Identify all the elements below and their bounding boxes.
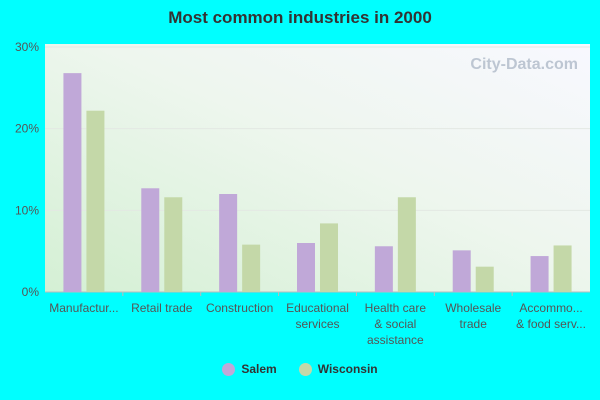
x-tick-label: Retail trade [131, 301, 193, 315]
x-tick-label: Accommo... [519, 301, 582, 315]
legend-label: Salem [241, 362, 277, 376]
x-tick-label: Health care [365, 301, 427, 315]
legend: Salem Wisconsin [0, 362, 600, 376]
bar-wisconsin [242, 244, 261, 292]
legend-item-salem: Salem [222, 362, 277, 376]
y-tick-label: 10% [15, 203, 39, 217]
x-tick-label: services [295, 317, 339, 331]
chart-title: Most common industries in 2000 [168, 8, 432, 27]
bar-salem [141, 188, 160, 292]
bar-wisconsin [320, 223, 338, 292]
legend-swatch [222, 362, 236, 376]
x-tick-label: assistance [367, 333, 424, 347]
bar-salem [530, 256, 549, 292]
x-tick-label: Manufactur... [49, 301, 118, 315]
y-tick-label: 0% [22, 285, 40, 299]
watermark: City-Data.com [470, 56, 578, 73]
bar-salem [297, 243, 315, 292]
bar-wisconsin [553, 245, 572, 292]
bar-salem [63, 73, 82, 292]
bar-salem [374, 246, 393, 292]
x-tick-label: & social [374, 317, 416, 331]
bar-wisconsin [86, 110, 105, 292]
x-tick-label: Construction [206, 301, 273, 315]
bar-wisconsin [475, 266, 494, 292]
x-tick-label: & food serv... [516, 317, 586, 331]
x-tick-label: Educational [286, 301, 349, 315]
legend-item-wisconsin: Wisconsin [298, 362, 378, 376]
bar-wisconsin [397, 197, 416, 292]
y-tick-label: 20% [15, 122, 39, 136]
plot-area [45, 44, 590, 292]
legend-swatch [298, 362, 312, 376]
x-tick-label: Wholesale [445, 301, 501, 315]
y-tick-label: 30% [15, 40, 39, 54]
bar-wisconsin [164, 197, 183, 292]
x-tick-label: trade [460, 317, 488, 331]
bar-salem [452, 250, 471, 292]
legend-label: Wisconsin [317, 362, 378, 376]
bar-salem [219, 194, 238, 292]
